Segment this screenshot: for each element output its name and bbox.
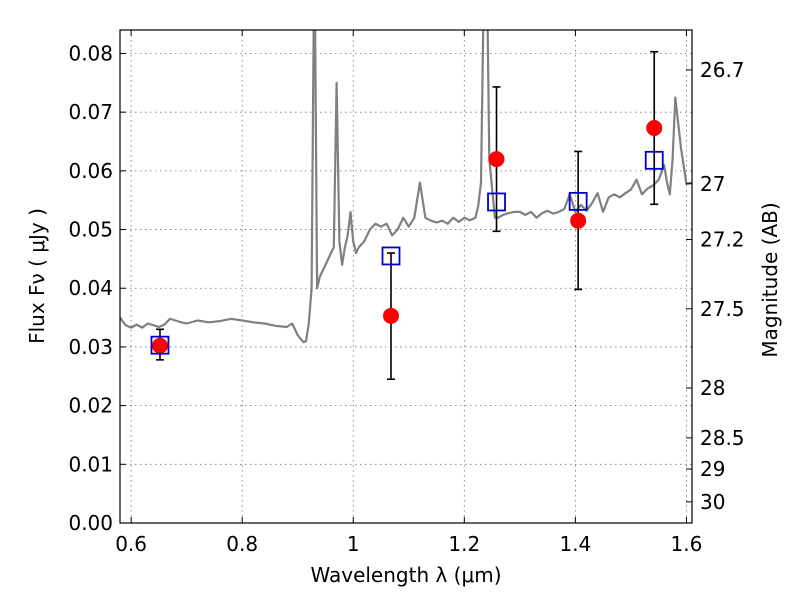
y-tick-label: 0.01 <box>68 452 113 476</box>
right-tick-label: 28 <box>700 376 725 400</box>
spectrum-line <box>120 30 692 344</box>
y-tick-label: 0.07 <box>68 100 113 124</box>
x-tick-label: 0.6 <box>115 532 147 556</box>
observed-point <box>383 307 400 324</box>
y-tick-label: 0.06 <box>68 159 113 183</box>
x-tick-label: 1.4 <box>559 532 591 556</box>
model-square <box>381 246 401 266</box>
observed-point <box>151 337 168 354</box>
right-tick-label: 27.2 <box>700 228 745 252</box>
y-tick-label: 0.08 <box>68 41 113 65</box>
right-tick-label: 27.5 <box>700 297 745 321</box>
plot-frame <box>119 29 693 524</box>
observed-point <box>570 212 587 229</box>
y-axis-label: Flux Fν ( μJy ) <box>25 208 49 344</box>
x-tick-label: 1.2 <box>448 532 480 556</box>
right-tick-label: 29 <box>700 457 725 481</box>
x-axis-label: Wavelength λ (μm) <box>310 563 501 587</box>
x-tick-label: 1.6 <box>671 532 703 556</box>
ticks: 0.6 0.8 1 1.2 1.4 1.6 0.00 0.01 0.02 0.03 0.04 0.05… <box>68 30 745 556</box>
y-tick-label: 0.04 <box>68 276 113 300</box>
data-layer <box>120 30 692 344</box>
model-square <box>487 192 506 212</box>
y-tick-label: 0.00 <box>68 511 113 535</box>
right-tick-label: 30 <box>700 490 725 514</box>
x-tick-label: 0.8 <box>226 532 258 556</box>
observed-point <box>488 151 505 168</box>
model-square <box>644 150 664 170</box>
grid <box>120 30 692 524</box>
error-bars <box>150 50 664 381</box>
model-square <box>150 335 170 355</box>
x-tick-label: 1 <box>347 532 360 556</box>
right-tick-label: 28.5 <box>700 426 745 450</box>
y-tick-label: 0.02 <box>68 394 113 418</box>
observed-point <box>646 120 663 137</box>
right-tick-label: 27 <box>700 172 725 196</box>
y-tick-label: 0.05 <box>68 218 113 242</box>
model-square <box>568 191 588 211</box>
right-axis-label: Magnitude (AB) <box>758 202 782 357</box>
right-tick-label: 26.7 <box>700 58 745 82</box>
y-tick-label: 0.03 <box>68 335 113 359</box>
